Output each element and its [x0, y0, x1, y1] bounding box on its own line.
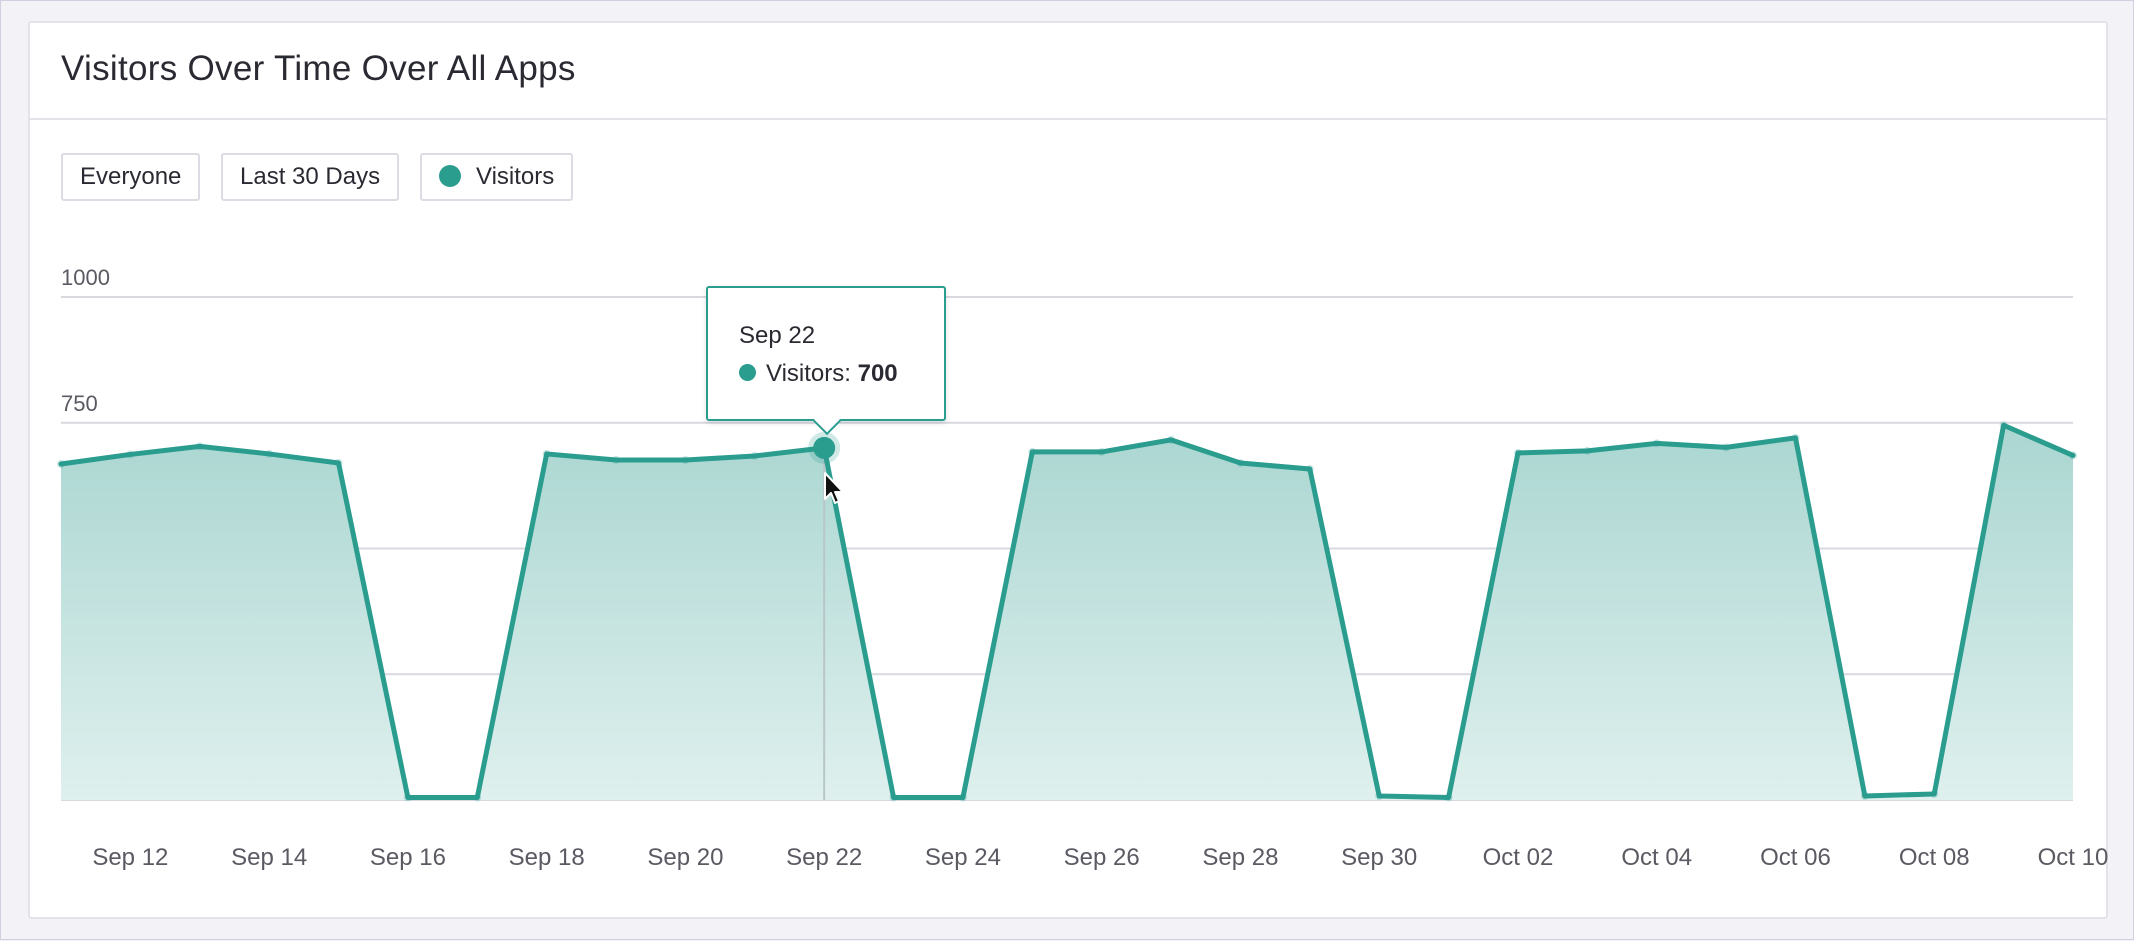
x-tick-label: Oct 02 [1483, 844, 1554, 871]
data-point [126, 450, 135, 459]
data-point [1930, 789, 1939, 798]
data-point [1028, 447, 1037, 456]
data-point [750, 451, 759, 460]
data-point [542, 449, 551, 458]
data-point [195, 442, 204, 451]
y-tick-label: 1000 [61, 265, 110, 290]
visitors-area [61, 425, 2073, 800]
chart-tooltip: Sep 22 Visitors: 700 [706, 286, 946, 421]
tooltip-date: Sep 22 [739, 322, 816, 349]
data-point [334, 458, 343, 467]
card-title: Visitors Over Time Over All Apps [61, 49, 576, 88]
data-point [265, 449, 274, 458]
x-tick-label: Sep 24 [925, 844, 1001, 871]
x-tick-label: Sep 12 [92, 844, 168, 871]
x-tick-label: Sep 16 [370, 844, 446, 871]
x-tick-label: Sep 26 [1064, 844, 1140, 871]
data-point [1999, 421, 2008, 430]
data-point [1652, 439, 1661, 448]
data-point [403, 793, 412, 802]
data-point [1513, 448, 1522, 457]
x-tick-label: Sep 18 [509, 844, 585, 871]
data-point [612, 455, 621, 464]
data-point [1305, 465, 1314, 474]
metric-filter-label: Visitors [476, 163, 555, 190]
tooltip-series-dot-icon [739, 364, 756, 381]
metric-filter-button[interactable]: Visitors [420, 153, 574, 201]
data-point [681, 455, 690, 464]
data-point [1097, 447, 1106, 456]
tooltip-series-row: Visitors: 700 [739, 360, 898, 388]
date-range-filter-button[interactable]: Last 30 Days [221, 153, 400, 201]
x-tick-label: Sep 30 [1341, 844, 1417, 871]
data-point [1860, 791, 1869, 800]
visitors-line [58, 422, 2076, 800]
visitors-legend-dot-icon [439, 165, 461, 187]
segment-filter-button[interactable]: Everyone [61, 153, 201, 201]
x-tick-label: Oct 06 [1760, 844, 1831, 871]
data-point [1236, 458, 1245, 467]
data-point [1722, 443, 1731, 452]
x-tick-label: Sep 28 [1202, 844, 1278, 871]
x-tick-label: Sep 14 [231, 844, 307, 871]
x-tick-label: Oct 04 [1621, 844, 1692, 871]
x-tick-label: Oct 10 [2038, 844, 2109, 871]
data-point [57, 459, 65, 468]
data-point [1444, 793, 1453, 802]
x-tick-label: Sep 20 [647, 844, 723, 871]
data-point [1375, 791, 1384, 800]
date-range-filter-label: Last 30 Days [240, 163, 381, 190]
data-point [889, 793, 898, 802]
card-header: Visitors Over Time Over All Apps [30, 23, 2106, 120]
data-point [1791, 433, 1800, 442]
x-tick-label: Sep 22 [786, 844, 862, 871]
data-point [473, 793, 482, 802]
y-tick-label: 750 [61, 391, 98, 416]
highlight-point [813, 436, 836, 459]
tooltip-value: 700 [857, 360, 898, 387]
x-tick-label: Oct 08 [1899, 844, 1970, 871]
data-point [958, 793, 967, 802]
data-point [2069, 451, 2077, 460]
data-point [1583, 446, 1592, 455]
data-point [1167, 435, 1176, 444]
segment-filter-label: Everyone [80, 163, 182, 190]
tooltip-series-label: Visitors: [766, 360, 858, 387]
mouse-pointer-icon [824, 472, 844, 504]
